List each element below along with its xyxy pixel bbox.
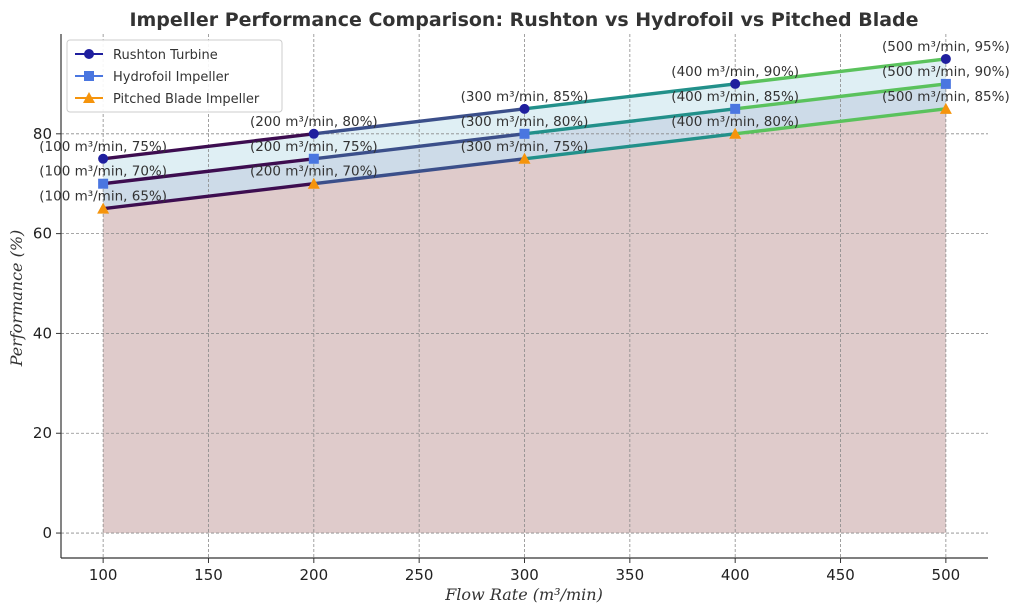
x-tick-label: 400 [721,566,750,584]
data-label: (100 m³/min, 70%) [39,164,167,180]
data-point-square [940,78,951,89]
y-tick-label: 0 [42,524,52,542]
series-line-segment [312,157,527,186]
tick-labels: 100 150 200 250 300 350 400 450 500 0 20 40 60 80 [33,125,960,584]
x-tick-label: 300 [510,566,539,584]
legend-box [66,39,283,113]
data-point-square [730,103,741,114]
series-line-segment [522,132,737,161]
data-label: (300 m³/min, 75%) [461,139,589,155]
data-label: (400 m³/min, 80%) [671,114,799,130]
series-line-segment [312,132,527,161]
y-tick-label: 80 [33,125,52,143]
data-point-square [98,178,109,189]
data-label: (200 m³/min, 80%) [250,114,378,130]
data-point-square [308,153,319,164]
x-tick-label: 450 [826,566,855,584]
legend-entry: Hydrofoil Impeller [113,70,230,85]
data-label: (500 m³/min, 85%) [882,89,1010,105]
data-label: (500 m³/min, 95%) [882,39,1010,55]
legend: Rushton Turbine Hydrofoil Impeller Pitched… [66,39,283,113]
data-label: (400 m³/min, 85%) [671,89,799,105]
data-point-circle [730,78,741,89]
data-labels: (100 m³/min, 75%) (200 m³/min, 80%) (300 m… [39,39,1009,205]
series-lines [101,57,948,211]
legend-entry: Pitched Blade Impeller [113,92,260,107]
data-point-circle [940,53,951,64]
x-tick-label: 100 [89,566,118,584]
data-point-triangle [939,102,952,114]
legend-marker-circle [84,49,94,59]
data-label: (400 m³/min, 90%) [671,64,799,80]
data-label: (100 m³/min, 65%) [39,189,167,205]
data-label: (500 m³/min, 90%) [882,64,1010,80]
data-point-triangle [97,202,110,214]
series-line-segment [101,157,316,186]
x-tick-label: 150 [194,566,223,584]
x-tick-label: 200 [299,566,328,584]
data-label: (300 m³/min, 85%) [461,89,589,105]
data-point-triangle [307,177,320,189]
y-axis-label: Performance (%) [7,230,26,368]
data-point-square [519,128,530,139]
data-label: (300 m³/min, 80%) [461,114,589,130]
data-point-circle [308,128,319,139]
grid-lines [61,34,988,558]
series-line-segment [101,182,316,211]
series-line-segment [733,82,948,111]
series-line-segment [101,132,316,161]
y-tick-label: 60 [33,225,52,243]
series-markers [97,53,952,214]
x-tick-label: 500 [932,566,961,584]
series-line-segment [522,82,737,111]
data-point-triangle [729,127,742,139]
legend-marker-triangle [83,92,95,103]
data-label: (200 m³/min, 70%) [250,164,378,180]
series-line-segment [312,107,527,136]
series-line-segment [733,107,948,136]
data-point-triangle [518,152,531,164]
data-label: (100 m³/min, 75%) [39,139,167,155]
data-point-circle [98,153,109,164]
legend-marker-square [84,71,94,81]
x-axis-label: Flow Rate (m³/min) [444,585,603,604]
y-tick-label: 40 [33,324,52,342]
data-label: (200 m³/min, 75%) [250,139,378,155]
y-tick-label: 20 [33,424,52,442]
data-point-circle [519,103,530,114]
series-line-segment [733,57,948,86]
legend-entry: Rushton Turbine [113,48,218,63]
series-line-segment [522,107,737,136]
chart-title: Impeller Performance Comparison: Rushton… [129,9,918,31]
x-tick-label: 350 [616,566,645,584]
x-tick-label: 250 [405,566,434,584]
